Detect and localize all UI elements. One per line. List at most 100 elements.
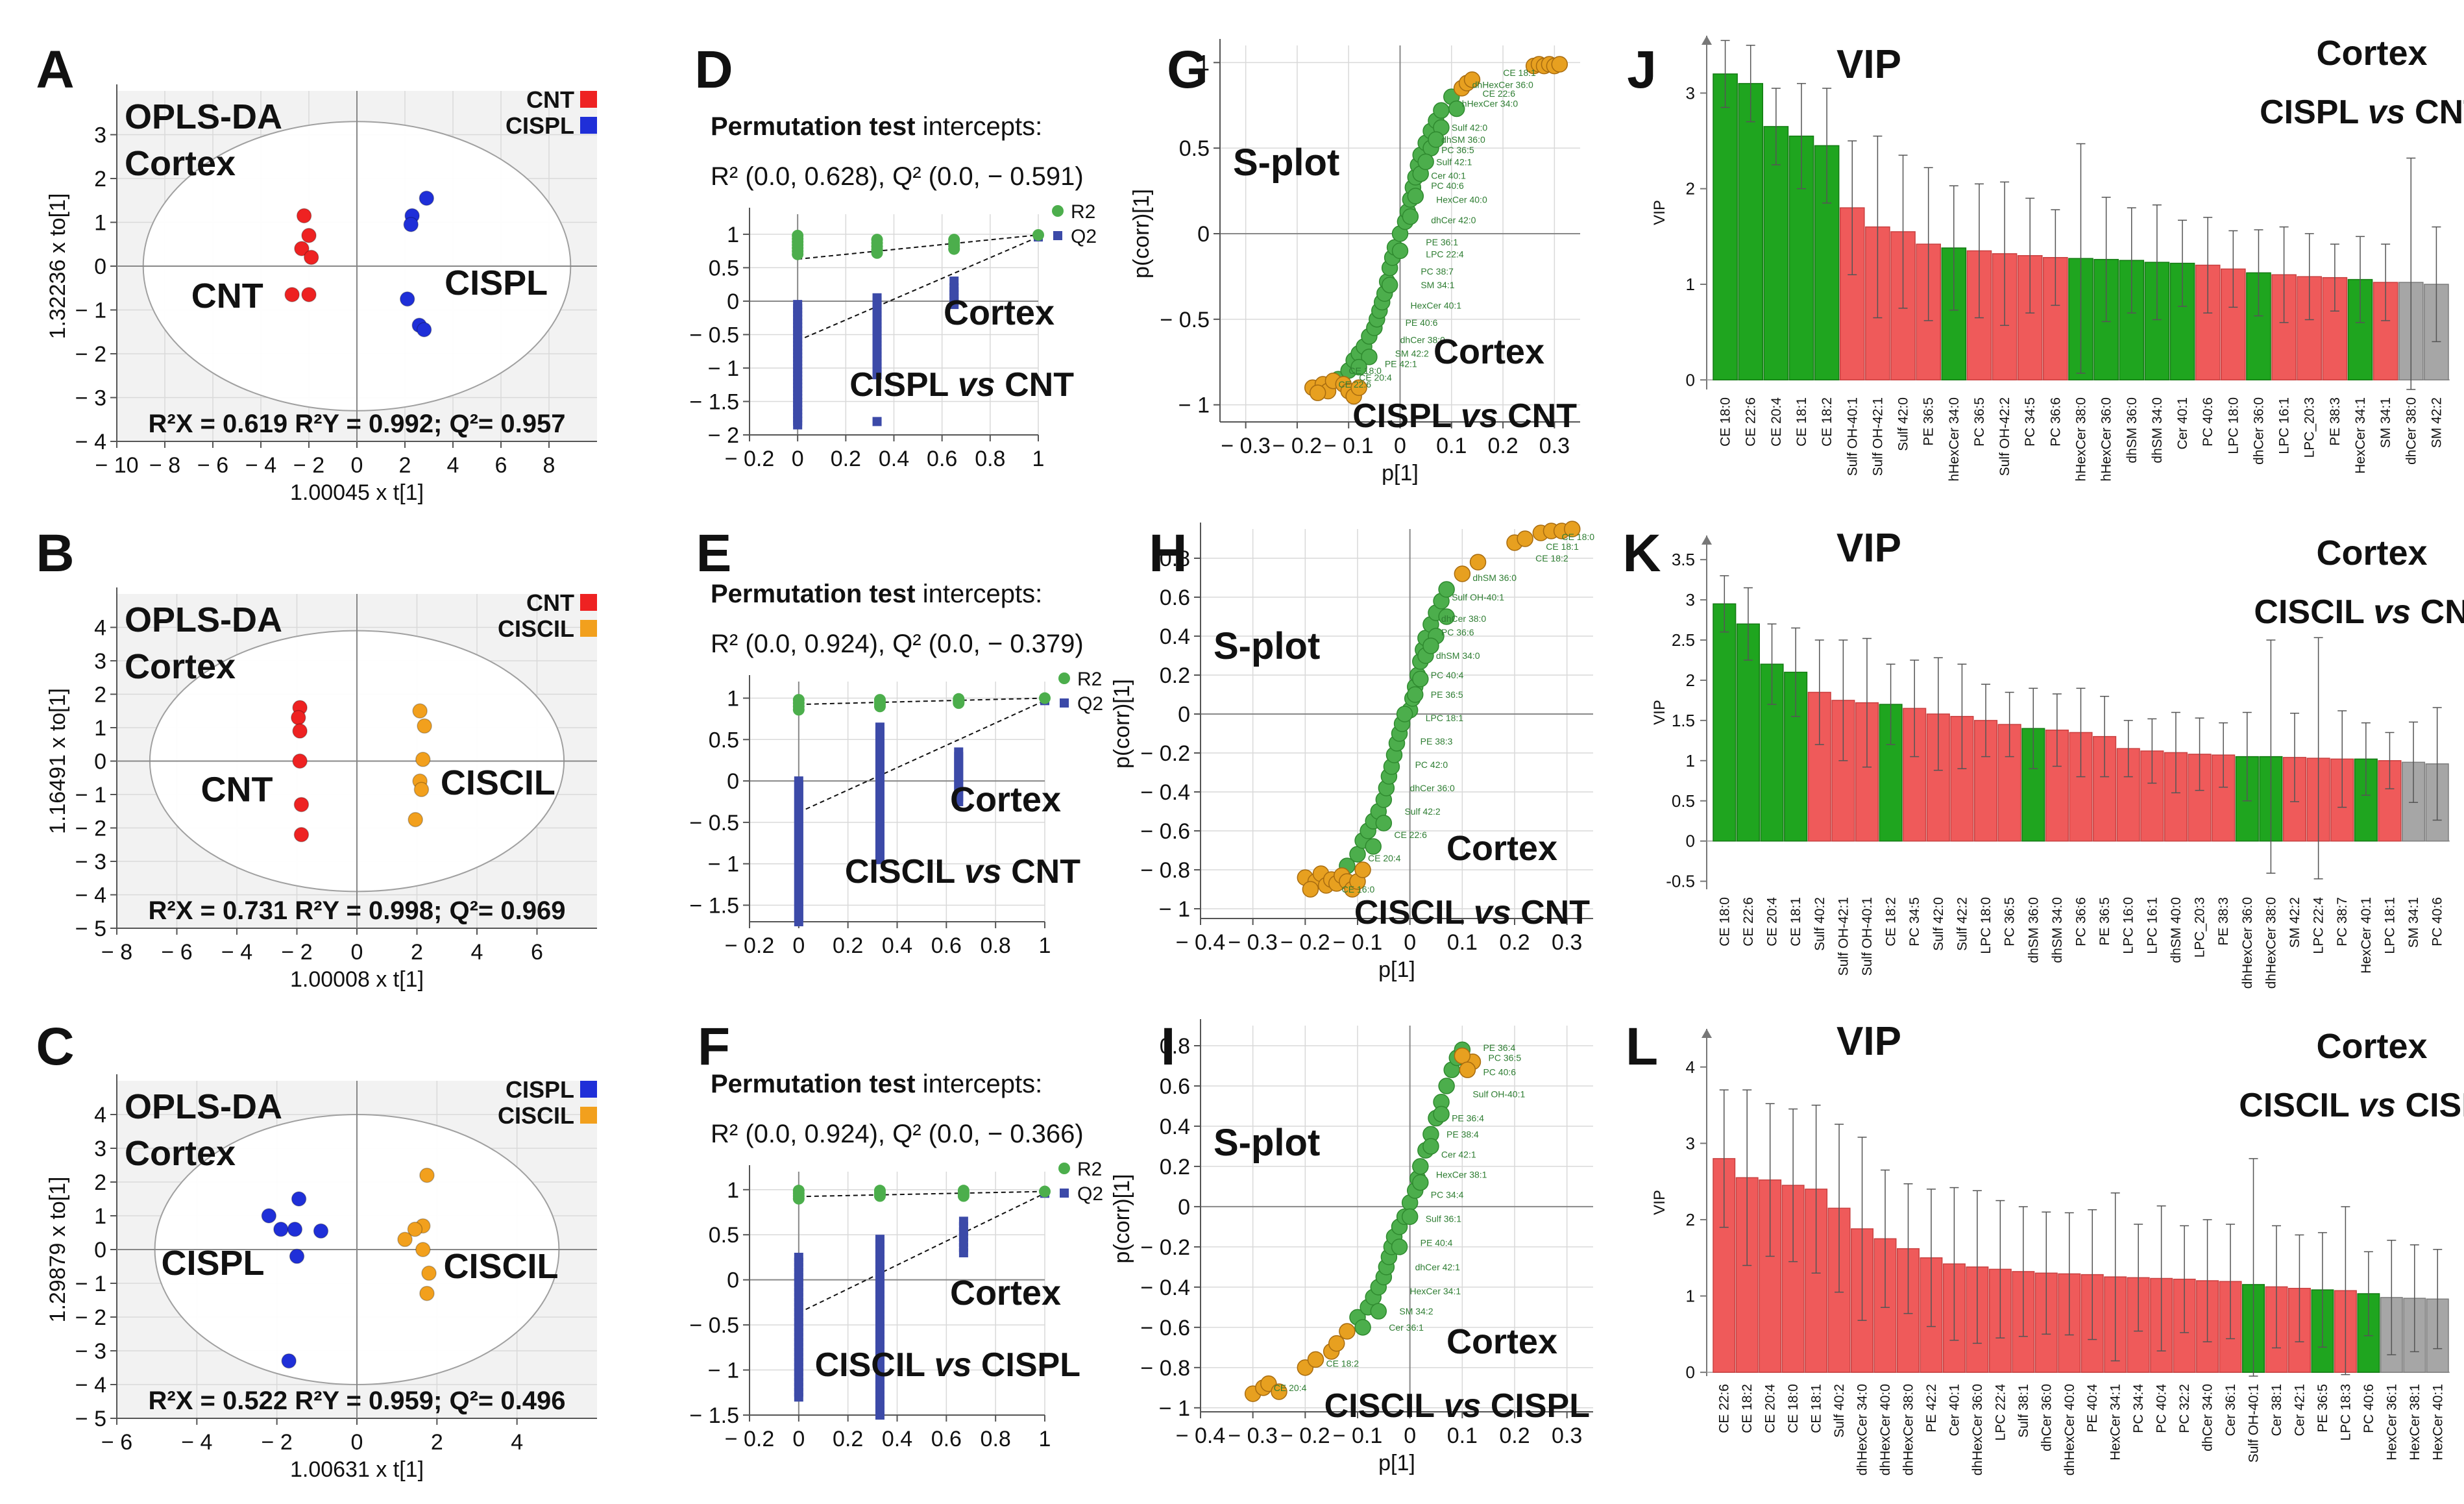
category-label: CE 18:1: [1788, 897, 1803, 946]
category-label: Sulf OH-42:1: [1870, 397, 1885, 476]
comparison-group-a: CISCIL: [2239, 1087, 2358, 1124]
permutation-title: Permutation test intercepts:: [711, 1070, 1042, 1098]
y-tick-label: 0: [727, 769, 739, 794]
panel-letter: B: [36, 524, 74, 583]
category-label: dhCer 34:0: [2201, 1384, 2215, 1451]
y-tick-label: − 1: [75, 783, 106, 807]
y-tick-label: − 0.4: [1140, 780, 1190, 805]
y-tick-label: 0: [94, 254, 106, 279]
s-plot-point-green: [1428, 131, 1445, 148]
score-point-cispl: [416, 322, 432, 338]
x-tick-label: 0.8: [981, 933, 1011, 958]
r2-regression-line: [798, 697, 1045, 706]
x-tick-label: 0.2: [831, 447, 861, 471]
y-tick-label: − 3: [75, 386, 106, 411]
legend-label: R2: [1077, 1159, 1102, 1180]
r2-point: [1039, 1185, 1051, 1198]
score-point-ciscil: [408, 811, 423, 828]
x-tick-label: 0.1: [1436, 434, 1467, 458]
s-plot-point-green: [1391, 242, 1409, 260]
category-label: CE 20:4: [1763, 1384, 1778, 1433]
plot-subtitle: Cortex: [1446, 1322, 1557, 1361]
panel-letter: F: [698, 1017, 730, 1076]
x-tick-label: − 4: [245, 453, 276, 478]
x-tick-label: 8: [543, 453, 555, 478]
x-tick-label: 0.2: [833, 933, 863, 958]
x-tick-label: 0.3: [1552, 930, 1582, 955]
category-label: PC 34:5: [1907, 897, 1922, 946]
category-label: PE 40:4: [2085, 1384, 2100, 1433]
category-label: PC 36:5: [1972, 397, 1987, 447]
score-point-cnt: [284, 287, 300, 302]
x-tick-label: − 2: [293, 453, 324, 478]
comparison-vs: vs: [1444, 1387, 1482, 1425]
category-label: PE 42:2: [1924, 1384, 1939, 1433]
y-tick-label: 0: [727, 290, 739, 314]
legend-swatch: [1060, 1189, 1069, 1198]
variable-label: PC 40:6: [1483, 1066, 1516, 1077]
s-plot-point-green: [1391, 1239, 1408, 1255]
comparison-vs: vs: [2358, 1087, 2396, 1124]
y-tick-label: − 0.8: [1140, 858, 1190, 883]
plot-subtitle: Cortex: [125, 144, 236, 183]
score-point-cnt: [293, 827, 310, 843]
legend-swatch: [580, 620, 597, 637]
category-label: HexCer 40:1: [2359, 897, 2374, 974]
panel-letter: K: [1622, 524, 1661, 583]
variable-label: Sulf 42:0: [1452, 123, 1487, 133]
y-tick-label: 0.2: [1160, 1155, 1190, 1179]
category-label: dhHexCer 36:0: [1970, 1384, 1985, 1475]
category-label: CE 18:1: [1794, 397, 1809, 447]
y-tick-label: 1: [1686, 1287, 1695, 1306]
x-tick-label: − 0.2: [725, 933, 775, 958]
q2-point: [793, 300, 803, 310]
q2-regression-line: [797, 236, 1039, 341]
model-statistics: R²X = 0.522 R²Y = 0.959; Q²= 0.496: [149, 1387, 566, 1415]
variable-label: dhCer 36:0: [1410, 783, 1455, 793]
y-tick-label: − 1: [708, 1359, 739, 1383]
category-label: PC 36:6: [2048, 397, 2063, 447]
s-plot-point-orange: [1463, 71, 1481, 88]
category-label: LPC 18:0: [1979, 897, 1994, 954]
y-axis-label: 1.29879 x to[1]: [45, 1177, 70, 1323]
y-tick-label: − 1.5: [689, 389, 739, 414]
y-tick-label: − 5: [75, 1407, 106, 1431]
x-tick-label: 0: [792, 933, 805, 958]
panel-J: J 0 1 2 3 VIP CE 18:0 CE 22:6 CE 20:4 CE 18:1 CE 1…: [1627, 34, 2464, 482]
category-label: dhSM 36:0: [2026, 897, 2041, 963]
y-tick-label: 0.4: [1160, 624, 1190, 649]
x-tick-label: 2: [431, 1430, 443, 1455]
y-tick-label: 1: [727, 687, 739, 711]
x-tick-label: − 8: [149, 453, 180, 478]
variable-label: dhSM 34:0: [1436, 650, 1480, 661]
category-label: PC 40:4: [2154, 1384, 2169, 1433]
score-point-ciscil: [407, 1222, 423, 1237]
panel-letter: D: [694, 40, 733, 99]
vip-bar: [2347, 278, 2373, 381]
y-tick-label: 3: [1686, 590, 1695, 610]
category-label: Sulf OH-40:1: [1845, 397, 1860, 476]
group-label: CISCIL: [443, 1247, 558, 1286]
score-point-cnt: [292, 753, 308, 769]
legend-swatch: [580, 1081, 597, 1098]
s-plot-point-green: [1438, 608, 1455, 625]
score-point-cnt: [301, 287, 317, 302]
score-point-cnt: [293, 796, 310, 813]
variable-label: SM 34:1: [1421, 280, 1454, 290]
x-tick-label: 0.6: [931, 1427, 962, 1451]
variable-label: dhSM 36:0: [1472, 573, 1517, 583]
vip-bar: [1763, 126, 1789, 381]
comparison-group-b: CNT: [2406, 93, 2464, 131]
legend-label: CISCIL: [498, 615, 574, 642]
vip-bar: [1738, 82, 1764, 381]
y-tick-label: 0.8: [1160, 547, 1190, 571]
x-tick-label: 0: [351, 453, 363, 478]
category-label: CE 18:0: [1786, 1384, 1801, 1433]
comparison-label: CISCIL vs CNT: [845, 853, 1080, 891]
y-tick-label: 3: [94, 649, 106, 674]
group-label: CISPL: [161, 1244, 264, 1283]
plot-title: VIP: [1836, 42, 1901, 87]
y-tick-label: 0.2: [1160, 663, 1190, 688]
panel-L: L 0 1 2 3 4 VIP CE 22:6 CE 18:2 CE 20:4 CE 18:0 CE …: [1626, 1017, 2464, 1475]
s-plot-point-green: [1438, 1078, 1455, 1094]
